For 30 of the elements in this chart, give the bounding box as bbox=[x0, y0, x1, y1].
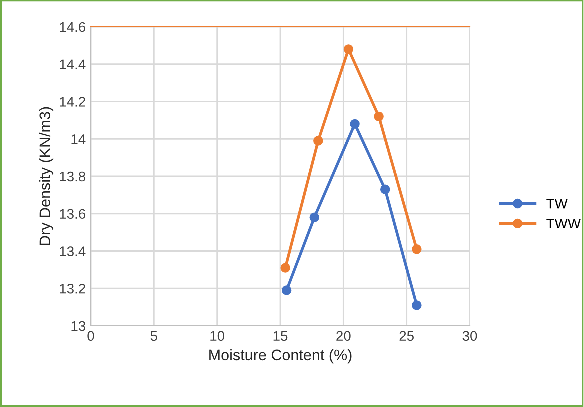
point bbox=[374, 112, 384, 122]
point bbox=[310, 212, 320, 222]
point bbox=[282, 286, 292, 296]
point bbox=[314, 136, 324, 146]
y-tick-label: 13.8 bbox=[60, 172, 86, 182]
y-tick-label: 13.6 bbox=[60, 209, 86, 220]
y-tick-label: 13.2 bbox=[60, 284, 86, 294]
y-tick-label: 14.2 bbox=[60, 97, 86, 107]
point bbox=[412, 300, 422, 310]
point bbox=[280, 263, 290, 273]
y-tick-label: 14.4 bbox=[60, 60, 86, 70]
x-tick-label: 20 bbox=[336, 331, 351, 342]
legend-label: TW bbox=[546, 199, 568, 209]
y-tick-label: 13 bbox=[72, 321, 86, 332]
point bbox=[344, 44, 354, 54]
y-tick-label: 13.4 bbox=[60, 246, 86, 256]
y-tick-label: 14.6 bbox=[60, 22, 86, 32]
x-tick-label: 10 bbox=[210, 331, 225, 342]
legend-label: TWW bbox=[546, 218, 581, 229]
point bbox=[350, 119, 360, 130]
point bbox=[380, 184, 390, 194]
point bbox=[412, 244, 422, 254]
x-tick-label: 15 bbox=[274, 331, 288, 342]
x-tick-label: 30 bbox=[462, 331, 478, 342]
x-axis-title: Moisture Content (%) bbox=[210, 349, 352, 364]
x-tick-label: 5 bbox=[150, 331, 158, 342]
x-tick-label: 0 bbox=[88, 331, 94, 342]
x-tick-label: 25 bbox=[400, 331, 414, 342]
y-tick-label: 14 bbox=[72, 134, 86, 144]
y-axis-title: Dry Density (KN/m3) bbox=[39, 107, 54, 246]
